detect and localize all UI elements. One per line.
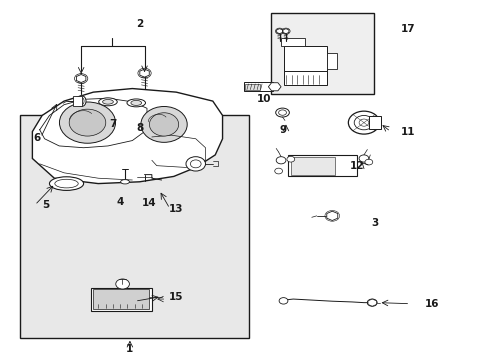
Bar: [283, 71, 327, 85]
Ellipse shape: [131, 100, 142, 105]
Text: 17: 17: [400, 24, 414, 35]
Circle shape: [364, 159, 372, 165]
Ellipse shape: [79, 98, 84, 105]
Text: 9: 9: [279, 125, 286, 135]
Text: 3: 3: [370, 218, 378, 228]
Text: 12: 12: [349, 161, 363, 171]
Text: 10: 10: [256, 94, 271, 104]
Circle shape: [366, 299, 376, 306]
Ellipse shape: [55, 179, 78, 188]
Polygon shape: [32, 89, 222, 184]
Text: 5: 5: [42, 200, 49, 210]
Bar: [368, 116, 380, 129]
Circle shape: [286, 156, 294, 162]
Text: 2: 2: [136, 19, 143, 29]
Circle shape: [74, 74, 88, 84]
Ellipse shape: [278, 110, 286, 115]
Ellipse shape: [127, 99, 145, 107]
Text: 1: 1: [126, 343, 133, 354]
Ellipse shape: [149, 113, 178, 136]
Bar: [281, 39, 305, 45]
Text: 13: 13: [169, 204, 183, 214]
Bar: [288, 155, 356, 176]
Circle shape: [276, 157, 285, 164]
Circle shape: [279, 298, 287, 304]
Ellipse shape: [121, 180, 129, 184]
Ellipse shape: [60, 102, 115, 143]
Bar: [245, 84, 260, 90]
Ellipse shape: [99, 98, 117, 106]
Bar: [290, 157, 334, 175]
Circle shape: [190, 160, 201, 168]
Text: 16: 16: [424, 299, 439, 309]
Bar: [20, 116, 249, 338]
Bar: [283, 45, 327, 72]
Ellipse shape: [49, 177, 83, 190]
Bar: [93, 289, 149, 309]
Circle shape: [138, 68, 151, 78]
Bar: [327, 53, 336, 69]
Text: 7: 7: [109, 120, 116, 129]
Ellipse shape: [69, 109, 105, 136]
Ellipse shape: [275, 108, 289, 117]
Text: 8: 8: [136, 123, 143, 133]
Bar: [91, 288, 152, 311]
Text: 11: 11: [400, 127, 414, 136]
Circle shape: [358, 155, 368, 162]
Ellipse shape: [141, 107, 187, 142]
Bar: [73, 96, 81, 107]
Ellipse shape: [77, 96, 86, 107]
Circle shape: [274, 168, 282, 174]
Bar: [271, 13, 373, 94]
Circle shape: [275, 28, 283, 34]
Circle shape: [185, 157, 205, 171]
Circle shape: [347, 111, 379, 134]
Text: 14: 14: [142, 198, 157, 208]
Circle shape: [281, 28, 289, 34]
Circle shape: [358, 119, 368, 126]
Text: 6: 6: [34, 133, 41, 143]
Circle shape: [116, 279, 129, 289]
Ellipse shape: [102, 99, 113, 104]
Bar: [244, 82, 272, 91]
Text: 4: 4: [116, 197, 123, 207]
Circle shape: [353, 116, 373, 130]
Text: 15: 15: [168, 292, 183, 302]
